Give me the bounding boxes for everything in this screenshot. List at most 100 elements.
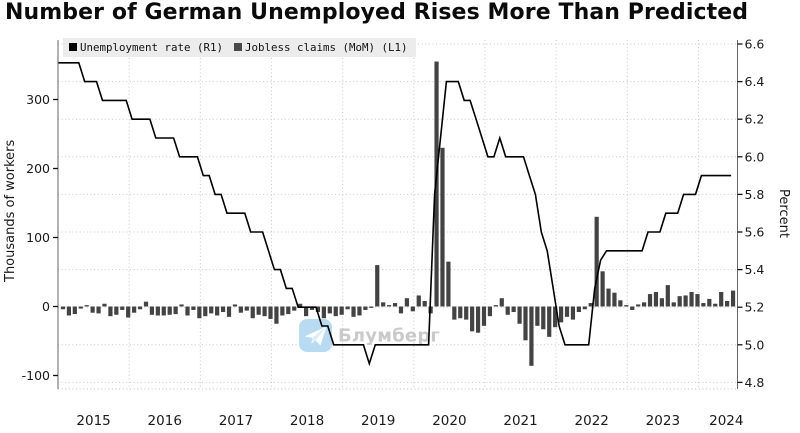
jobless-claims-bar bbox=[422, 300, 427, 307]
jobless-claims-bar bbox=[470, 306, 475, 332]
jobless-claims-bar bbox=[363, 306, 368, 310]
jobless-claims-bar bbox=[60, 306, 66, 310]
x-tick-label: 2015 bbox=[76, 413, 110, 429]
right-tick-label: 5.2 bbox=[745, 300, 765, 315]
jobless-claims-bar bbox=[416, 295, 421, 307]
jobless-claims-bar bbox=[108, 306, 113, 317]
paper-plane-fold bbox=[312, 326, 327, 342]
jobless-claims-bar bbox=[458, 306, 463, 319]
right-axis-title: Percent bbox=[776, 189, 791, 238]
x-tick-label: 2021 bbox=[503, 413, 537, 429]
jobless-claims-bar bbox=[155, 306, 160, 316]
right-tick-label: 6.6 bbox=[745, 37, 765, 52]
jobless-claims-bar bbox=[730, 290, 736, 307]
jobless-claims-bar bbox=[677, 296, 682, 307]
jobless-claims-bar bbox=[689, 292, 694, 307]
right-tick-label: 5.0 bbox=[745, 337, 765, 352]
jobless-claims-bar bbox=[232, 304, 238, 307]
jobless-claims-bar bbox=[475, 306, 481, 333]
jobless-claims-bar bbox=[647, 294, 653, 307]
jobless-claims-bar bbox=[725, 300, 730, 307]
x-tick-label: 2023 bbox=[646, 413, 680, 429]
jobless-claims-bar bbox=[707, 298, 712, 307]
jobless-claims-bar bbox=[588, 303, 593, 307]
jobless-claims-bar bbox=[315, 306, 321, 313]
jobless-claims-bar bbox=[309, 306, 315, 310]
watermark-text: Блумберг bbox=[338, 326, 440, 347]
jobless-claims-bar bbox=[535, 306, 540, 326]
jobless-claims-bar bbox=[179, 304, 184, 307]
jobless-claims-bar bbox=[209, 306, 214, 314]
jobless-claims-bar bbox=[570, 306, 576, 320]
jobless-claims-bar bbox=[659, 298, 664, 307]
jobless-claims-bar bbox=[185, 306, 190, 316]
jobless-claims-bar bbox=[327, 306, 332, 314]
jobless-claims-bar bbox=[671, 302, 676, 307]
right-tick-label: 6.2 bbox=[745, 112, 765, 127]
jobless-claims-bar bbox=[280, 306, 285, 316]
jobless-claims-bar bbox=[713, 303, 718, 307]
jobless-claims-bar bbox=[357, 306, 362, 316]
jobless-claims-bar bbox=[161, 306, 166, 316]
jobless-claims-bar bbox=[375, 265, 380, 307]
jobless-claims-bar bbox=[541, 306, 546, 330]
line-series bbox=[58, 61, 732, 367]
jobless-claims-bar bbox=[594, 216, 599, 307]
jobless-claims-bar bbox=[434, 61, 439, 307]
jobless-claims-bar bbox=[547, 306, 552, 337]
jobless-claims-bar bbox=[66, 306, 71, 316]
jobless-claims-bar bbox=[220, 306, 226, 313]
jobless-claims-bar bbox=[642, 302, 647, 307]
legend-item-unemployment-rate: Unemployment rate (R1) bbox=[69, 41, 223, 54]
jobless-claims-bar bbox=[304, 306, 309, 317]
jobless-claims-bar bbox=[226, 306, 232, 317]
jobless-claims-bar bbox=[72, 306, 77, 315]
jobless-claims-bar bbox=[191, 306, 196, 310]
jobless-claims-bar bbox=[582, 306, 587, 310]
x-tick-label: 2017 bbox=[219, 413, 253, 429]
jobless-claims-bar bbox=[102, 303, 107, 307]
left-axis-title: Thousands of workers bbox=[3, 139, 18, 283]
jobless-claims-bar bbox=[321, 306, 326, 319]
jobless-claims-bar bbox=[114, 306, 119, 315]
jobless-claims-bar bbox=[203, 306, 208, 317]
x-tick-label: 2020 bbox=[432, 413, 466, 429]
jobless-claims-bar bbox=[132, 306, 137, 313]
jobless-claims-bar bbox=[250, 306, 255, 319]
tick-labels: 300 200 100 0 -100 6.6 6.4 6.2 6.0 5.8 5.6 5.4 5.2 5.… bbox=[22, 37, 765, 430]
jobless-claims-bar bbox=[487, 306, 493, 317]
x-tick-label: 2024 bbox=[709, 413, 743, 429]
jobless-claims-bar bbox=[505, 306, 510, 315]
left-tick-label: 300 bbox=[26, 92, 50, 107]
jobless-claims-bar bbox=[381, 302, 386, 307]
jobless-claims-bar bbox=[197, 306, 202, 319]
jobless-claims-bar bbox=[612, 292, 617, 307]
x-tick-label: 2022 bbox=[575, 413, 609, 429]
x-tick-label: 2016 bbox=[148, 413, 182, 429]
jobless-claims-bar bbox=[96, 306, 101, 314]
jobless-claims-bar bbox=[167, 306, 172, 315]
x-tick-label: 2018 bbox=[290, 413, 324, 429]
jobless-claims-bar bbox=[701, 303, 706, 307]
jobless-claims-bar bbox=[683, 295, 688, 307]
left-tick-label: -100 bbox=[22, 368, 50, 383]
left-tick-label: 200 bbox=[26, 161, 50, 176]
jobless-claims-bar bbox=[137, 306, 143, 310]
jobless-claims-bar bbox=[244, 306, 249, 311]
jobless-claims-bar bbox=[215, 306, 220, 316]
jobless-claims-bar bbox=[499, 298, 504, 307]
jobless-claims-bar bbox=[446, 261, 451, 307]
legend-label: Jobless claims (MoM) (L1) bbox=[245, 40, 408, 54]
jobless-claims-bar bbox=[618, 300, 623, 307]
jobless-claims-bar bbox=[292, 306, 297, 311]
jobless-claims-bar bbox=[719, 292, 724, 307]
jobless-claims-bar bbox=[636, 304, 641, 307]
legend: Unemployment rate (R1) Jobless claims (M… bbox=[63, 37, 416, 57]
jobless-claims-bar bbox=[624, 305, 629, 307]
unemployment-rate-line bbox=[58, 61, 732, 367]
jobless-claims-bar bbox=[274, 306, 279, 324]
jobless-claims-bar bbox=[493, 305, 498, 307]
right-tick-label: 5.8 bbox=[745, 187, 765, 202]
